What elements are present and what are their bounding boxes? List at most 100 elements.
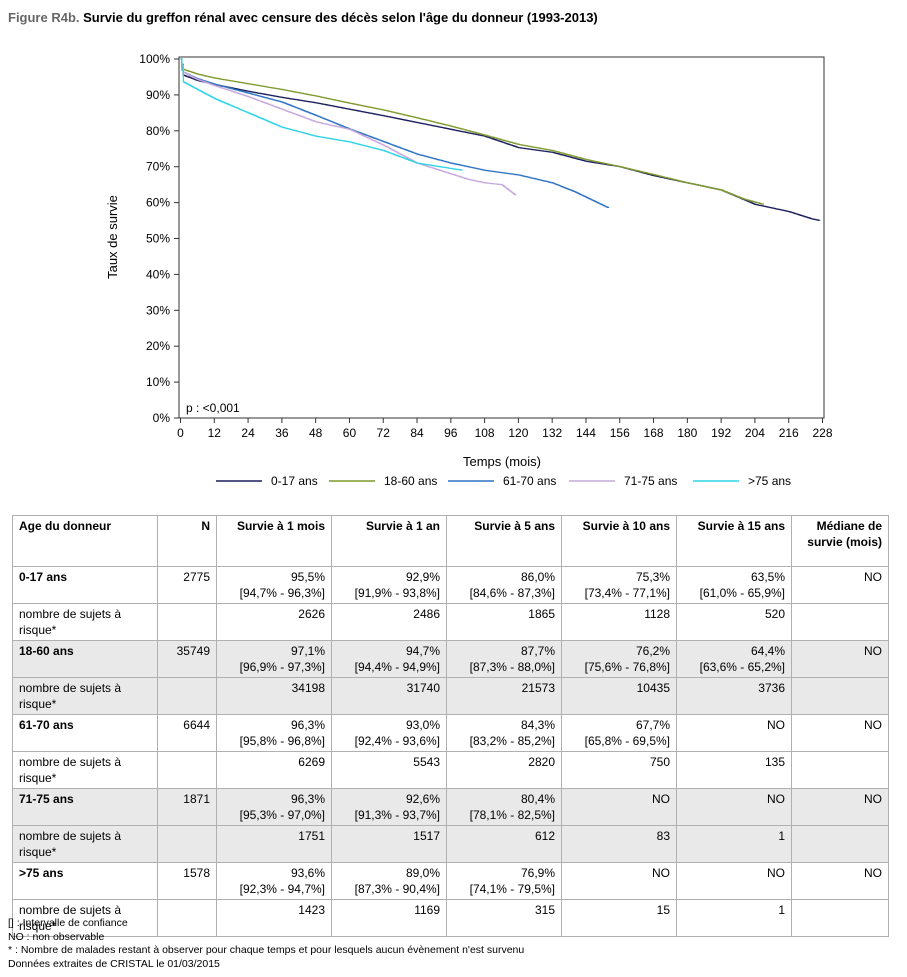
x-tick-label: 216	[779, 426, 799, 440]
at-risk-cell: 1517	[331, 825, 447, 863]
at-risk-cell: 315	[446, 899, 562, 937]
header-survie-10-ans: Survie à 10 ans	[561, 515, 677, 567]
confidence-interval: [87,3% - 90,4%]	[354, 882, 440, 896]
at-risk-cell: 1423	[216, 899, 332, 937]
age-group-cell: 61-70 ans	[12, 714, 158, 752]
header-survie-15-ans: Survie à 15 ans	[676, 515, 792, 567]
empty-cell	[157, 899, 217, 937]
survival-cell: NO	[561, 788, 677, 826]
y-tick-label: 60%	[146, 196, 170, 210]
legend-label: 18-60 ans	[384, 474, 437, 488]
survival-cell: 87,7% [87,3% - 88,0%]	[446, 640, 562, 678]
at-risk-cell: 2486	[331, 603, 447, 641]
at-risk-cell: 1	[676, 899, 792, 937]
survival-value: 97,1%	[290, 644, 325, 658]
empty-cell	[791, 825, 889, 863]
confidence-interval: [63,6% - 65,2%]	[699, 660, 785, 674]
survival-value: 92,6%	[405, 792, 440, 806]
at-risk-label-cell: nombre de sujets à risque*	[12, 751, 158, 789]
at-risk-cell: 3736	[676, 677, 792, 715]
y-tick-label: 70%	[146, 160, 170, 174]
survival-value: 64,4%	[750, 644, 785, 658]
at-risk-cell: 612	[446, 825, 562, 863]
at-risk-cell: 1128	[561, 603, 677, 641]
survival-value: 93,0%	[405, 718, 440, 732]
survival-value: 96,3%	[290, 792, 325, 806]
y-tick-label: 0%	[153, 411, 171, 425]
legend-label: 71-75 ans	[624, 474, 677, 488]
confidence-interval: [91,3% - 93,7%]	[354, 808, 440, 822]
survival-cell: 94,7% [94,4% - 94,9%]	[331, 640, 447, 678]
figure-title-text: Survie du greffon rénal avec censure des…	[83, 10, 598, 25]
footnote-ci: [] : Intervalle de confiance	[8, 917, 128, 929]
survival-cell: 86,0% [84,6% - 87,3%]	[446, 566, 562, 604]
header-survie-1-an: Survie à 1 an	[331, 515, 447, 567]
survival-cell: 92,9% [91,9% - 93,8%]	[331, 566, 447, 604]
confidence-interval: [95,3% - 97,0%]	[239, 808, 325, 822]
y-tick-label: 20%	[146, 339, 170, 353]
plot-frame	[178, 56, 825, 419]
confidence-interval: [87,3% - 88,0%]	[469, 660, 555, 674]
at-risk-cell: 34198	[216, 677, 332, 715]
header-age: Age du donneur	[12, 515, 158, 567]
survival-value: 96,3%	[290, 718, 325, 732]
x-axis: 0 12 24 36 48 60 72 84 96 108 120 132 144 156 168 180 19…	[177, 418, 833, 440]
n-cell: 6644	[157, 714, 217, 752]
n-cell: 35749	[157, 640, 217, 678]
confidence-interval: [73,4% - 77,1%]	[584, 586, 670, 600]
at-risk-cell: 1865	[446, 603, 562, 641]
at-risk-cell: 6269	[216, 751, 332, 789]
survival-cell: 89,0% [87,3% - 90,4%]	[331, 862, 447, 900]
figure-label: Figure R4b.	[8, 10, 80, 25]
survival-cell: 96,3% [95,3% - 97,0%]	[216, 788, 332, 826]
age-group-cell: 71-75 ans	[12, 788, 158, 826]
survival-value: NO	[767, 718, 785, 732]
y-axis-label: Taux de survie	[105, 195, 120, 279]
survival-cell: 92,6% [91,3% - 93,7%]	[331, 788, 447, 826]
survival-cell: 96,3% [95,8% - 96,8%]	[216, 714, 332, 752]
survival-cell: NO	[676, 788, 792, 826]
series-line-3	[180, 58, 517, 196]
survival-cell: NO	[676, 714, 792, 752]
x-tick-label: 60	[343, 426, 357, 440]
empty-cell	[157, 677, 217, 715]
survival-value: 76,2%	[635, 644, 670, 658]
survival-cell: 75,3% [73,4% - 77,1%]	[561, 566, 677, 604]
survival-value: 63,5%	[750, 570, 785, 584]
table-row: >75 ans 1578 93,6% [92,3% - 94,7%] 89,0% [87,…	[12, 862, 889, 900]
survival-value: 93,6%	[290, 866, 325, 880]
confidence-interval: [65,8% - 69,5%]	[584, 734, 670, 748]
median-cell: NO	[791, 788, 889, 826]
empty-cell	[157, 751, 217, 789]
footnote-source: Données extraites de CRISTAL le 01/03/20…	[8, 957, 220, 970]
confidence-interval: [61,0% - 65,9%]	[699, 586, 785, 600]
at-risk-label-cell: nombre de sujets à risque*	[12, 899, 158, 937]
at-risk-label-cell: nombre de sujets à risque*	[12, 677, 158, 715]
confidence-interval: [74,1% - 79,5%]	[469, 882, 555, 896]
x-tick-label: 156	[610, 426, 630, 440]
x-tick-label: 36	[275, 426, 289, 440]
survival-value: 80,4%	[520, 792, 555, 806]
empty-cell	[791, 603, 889, 641]
table-row: 18-60 ans 35749 97,1% [96,9% - 97,3%] 94,7% […	[12, 640, 889, 678]
legend-label: 0-17 ans	[271, 474, 318, 488]
table-row: 71-75 ans 1871 96,3% [95,3% - 97,0%] 92,6% [9…	[12, 788, 889, 826]
x-tick-label: 192	[711, 426, 731, 440]
x-tick-label: 180	[677, 426, 697, 440]
survival-value: 86,0%	[520, 570, 555, 584]
confidence-interval: [75,6% - 76,8%]	[584, 660, 670, 674]
y-tick-label: 30%	[146, 303, 170, 317]
survival-cell: 64,4% [63,6% - 65,2%]	[676, 640, 792, 678]
footnotes: [] : Intervalle de confiance NO : non ob…	[8, 917, 524, 971]
at-risk-cell: 5543	[331, 751, 447, 789]
median-cell: NO	[791, 714, 889, 752]
table-header-row: Age du donneur N Survie à 1 mois Survie …	[12, 515, 889, 567]
y-axis: 0% 10% 20% 30% 40% 50% 60% 70% 80% 90% 100%	[139, 52, 179, 425]
footnote-risk: * : Nombre de malades restant à observer…	[8, 944, 525, 956]
at-risk-label-cell: nombre de sujets à risque*	[12, 825, 158, 863]
y-tick-label: 90%	[146, 88, 170, 102]
confidence-interval: [95,8% - 96,8%]	[239, 734, 325, 748]
survival-cell: 93,6% [92,3% - 94,7%]	[216, 862, 332, 900]
survival-value: 84,3%	[520, 718, 555, 732]
at-risk-cell: 21573	[446, 677, 562, 715]
